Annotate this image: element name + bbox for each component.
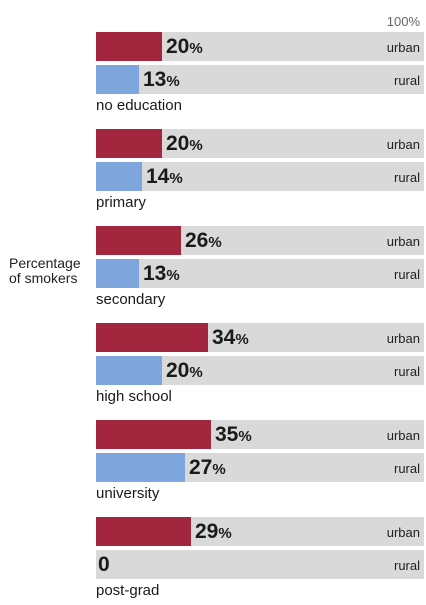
y-axis-label: Percentage of smokers (9, 255, 81, 286)
data-label: 27% (189, 456, 226, 479)
bar-track: 34% urban (96, 323, 424, 352)
bar-rural (96, 356, 162, 385)
bar-track: 13% rural (96, 65, 424, 94)
series-label: rural (393, 558, 420, 573)
category-label: high school (96, 388, 172, 405)
series-label: rural (393, 267, 420, 282)
bar-urban (96, 32, 162, 61)
category-group: 26% urban 13% rural secondary (96, 226, 424, 314)
bar-urban (96, 226, 181, 255)
data-label: 20% (166, 359, 203, 382)
series-label: urban (386, 234, 420, 249)
bar-track: 26% urban (96, 226, 424, 255)
data-label: 35% (215, 423, 252, 446)
bar-rural (96, 453, 185, 482)
series-label: urban (386, 331, 420, 346)
bar-urban (96, 420, 211, 449)
bar-rural (96, 162, 142, 191)
series-label: urban (386, 137, 420, 152)
category-group: 35% urban 27% rural university (96, 420, 424, 508)
series-label: rural (393, 170, 420, 185)
data-label: 34% (212, 326, 249, 349)
category-group: 34% urban 20% rural high school (96, 323, 424, 411)
category-group: 20% urban 14% rural primary (96, 129, 424, 217)
max-percent-label: 100% (386, 14, 420, 29)
bar-track: 29% urban (96, 517, 424, 546)
bar-track: 14% rural (96, 162, 424, 191)
bar-track: 20% rural (96, 356, 424, 385)
series-label: rural (393, 73, 420, 88)
bar-track: 0 rural (96, 550, 424, 579)
bar-track: 13% rural (96, 259, 424, 288)
bar-rural (96, 65, 139, 94)
bar-urban (96, 517, 191, 546)
category-label: university (96, 485, 160, 502)
data-label: 29% (195, 520, 232, 543)
category-label: no education (96, 97, 182, 114)
bar-track: 35% urban (96, 420, 424, 449)
series-label: urban (386, 40, 420, 55)
series-label: urban (386, 525, 420, 540)
bar-rural (96, 259, 139, 288)
series-label: urban (386, 428, 420, 443)
data-label: 20% (166, 132, 203, 155)
bar-urban (96, 323, 208, 352)
category-group: 20% urban 13% rural no education (96, 32, 424, 120)
category-label: secondary (96, 291, 166, 308)
series-label: rural (393, 364, 420, 379)
category-label: post-grad (96, 582, 160, 599)
category-label: primary (96, 194, 147, 211)
data-label: 13% (143, 262, 180, 285)
data-label: 14% (146, 165, 183, 188)
bar-track: 27% rural (96, 453, 424, 482)
data-label: 20% (166, 35, 203, 58)
bar-urban (96, 129, 162, 158)
bar-track: 20% urban (96, 32, 424, 61)
bar-track: 20% urban (96, 129, 424, 158)
series-label: rural (393, 461, 420, 476)
data-label: 0 (98, 553, 110, 576)
data-label: 13% (143, 68, 180, 91)
data-label: 26% (185, 229, 222, 252)
category-group: 29% urban 0 rural post-grad (96, 517, 424, 605)
